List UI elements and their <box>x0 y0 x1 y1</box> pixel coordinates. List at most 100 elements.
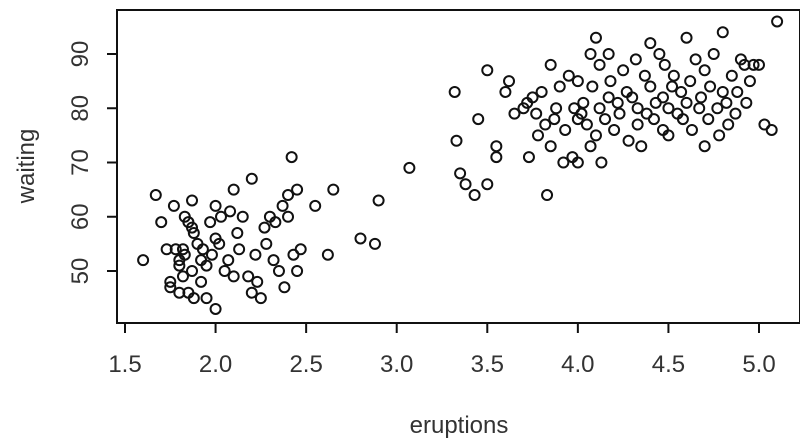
data-point <box>644 37 657 50</box>
data-point <box>685 123 698 136</box>
data-point <box>209 302 222 315</box>
data-point <box>209 199 222 212</box>
data-point <box>544 140 557 153</box>
data-point <box>647 113 660 126</box>
data-point <box>187 227 200 240</box>
data-point <box>535 85 548 98</box>
data-point <box>224 205 237 218</box>
x-tick-label: 4.5 <box>652 351 685 378</box>
data-point <box>695 91 708 104</box>
data-point <box>593 102 606 115</box>
data-point <box>227 270 240 283</box>
data-point <box>586 80 599 93</box>
data-point <box>173 259 186 272</box>
data-point <box>553 80 566 93</box>
data-point <box>178 248 191 261</box>
x-tick-label: 2.0 <box>199 351 232 378</box>
data-point <box>282 189 295 202</box>
data-point <box>321 248 334 261</box>
data-point <box>580 118 593 131</box>
data-points <box>137 15 784 315</box>
data-point <box>602 48 615 60</box>
data-point <box>309 199 322 212</box>
data-point <box>622 134 635 147</box>
data-point <box>666 80 679 93</box>
data-point <box>354 232 367 245</box>
data-point <box>771 15 784 28</box>
data-point <box>702 113 715 126</box>
data-point <box>720 96 733 109</box>
data-point <box>245 172 258 185</box>
data-point <box>508 107 521 120</box>
data-point <box>251 275 264 288</box>
data-point <box>195 275 208 288</box>
data-point <box>468 189 481 202</box>
x-tick-label: 4.0 <box>561 351 594 378</box>
data-point <box>368 237 381 250</box>
data-point <box>680 31 693 44</box>
data-point <box>372 194 385 207</box>
data-point <box>584 140 597 153</box>
data-point <box>169 243 182 256</box>
data-point <box>200 259 213 272</box>
data-point <box>611 96 624 109</box>
plot-frame <box>116 9 800 324</box>
data-point <box>539 118 552 131</box>
data-point <box>571 75 584 88</box>
data-point <box>137 254 150 267</box>
data-point <box>599 113 612 126</box>
data-point <box>294 243 307 256</box>
data-point <box>472 113 485 126</box>
data-point <box>602 91 615 104</box>
data-point <box>644 80 657 93</box>
data-point <box>481 64 494 77</box>
data-point <box>291 265 304 277</box>
data-point <box>200 292 213 305</box>
data-point <box>658 58 671 71</box>
data-point <box>164 275 177 288</box>
data-point <box>675 85 688 98</box>
data-point <box>459 178 472 191</box>
data-point <box>205 248 218 261</box>
data-point <box>571 156 584 169</box>
data-point <box>267 254 280 267</box>
data-point <box>631 118 644 131</box>
x-tick-label: 1.5 <box>108 351 141 378</box>
data-point <box>186 194 199 207</box>
y-tick-label: 80 <box>67 95 94 122</box>
data-point <box>662 102 675 115</box>
data-point <box>403 161 416 174</box>
x-axis: 1.5 2.0 2.5 3.0 3.5 4.0 4.5 5.0 <box>108 323 776 378</box>
data-point <box>676 113 689 126</box>
data-point <box>626 91 639 104</box>
data-point <box>704 80 717 93</box>
data-point <box>589 129 602 142</box>
data-point <box>196 243 209 256</box>
data-point <box>186 265 199 277</box>
data-point <box>155 216 168 229</box>
x-tick-label: 2.5 <box>289 351 322 378</box>
data-point <box>577 96 590 109</box>
data-point <box>541 189 554 202</box>
data-point <box>765 123 778 136</box>
data-point <box>562 69 575 82</box>
data-point <box>716 26 729 39</box>
data-point <box>548 113 561 126</box>
data-point <box>532 129 545 142</box>
data-point <box>544 58 557 71</box>
data-point <box>278 281 291 294</box>
data-point <box>740 96 753 109</box>
data-point <box>187 292 200 305</box>
data-point <box>530 107 543 120</box>
data-point <box>747 58 760 71</box>
data-point <box>667 69 680 82</box>
data-point <box>613 107 626 120</box>
y-tick-label: 90 <box>67 41 94 68</box>
data-point <box>713 129 726 142</box>
data-point <box>218 265 231 277</box>
data-point <box>584 48 597 60</box>
data-point <box>222 254 235 267</box>
data-point <box>722 118 735 131</box>
